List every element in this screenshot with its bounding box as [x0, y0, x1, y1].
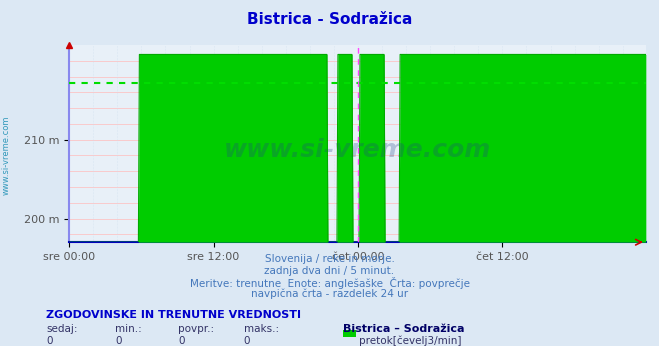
Text: Bistrica – Sodražica: Bistrica – Sodražica [343, 324, 464, 334]
Text: povpr.:: povpr.: [178, 324, 214, 334]
Text: pretok[čevelj3/min]: pretok[čevelj3/min] [359, 336, 462, 346]
Text: 0: 0 [115, 336, 122, 346]
Text: 0: 0 [244, 336, 250, 346]
Text: navpična črta - razdelek 24 ur: navpična črta - razdelek 24 ur [251, 289, 408, 299]
Text: ZGODOVINSKE IN TRENUTNE VREDNOSTI: ZGODOVINSKE IN TRENUTNE VREDNOSTI [46, 310, 301, 320]
Text: Bistrica - Sodražica: Bistrica - Sodražica [247, 12, 412, 27]
Text: 0: 0 [46, 336, 53, 346]
Text: www.si-vreme.com: www.si-vreme.com [2, 116, 11, 195]
Text: maks.:: maks.: [244, 324, 279, 334]
Text: www.si-vreme.com: www.si-vreme.com [224, 137, 491, 162]
Text: sedaj:: sedaj: [46, 324, 78, 334]
Text: 0: 0 [178, 336, 185, 346]
Text: Meritve: trenutne  Enote: anglešaške  Črta: povprečje: Meritve: trenutne Enote: anglešaške Črta… [190, 277, 469, 289]
Text: Slovenija / reke in morje.: Slovenija / reke in morje. [264, 254, 395, 264]
Text: zadnja dva dni / 5 minut.: zadnja dva dni / 5 minut. [264, 266, 395, 276]
Text: min.:: min.: [115, 324, 142, 334]
